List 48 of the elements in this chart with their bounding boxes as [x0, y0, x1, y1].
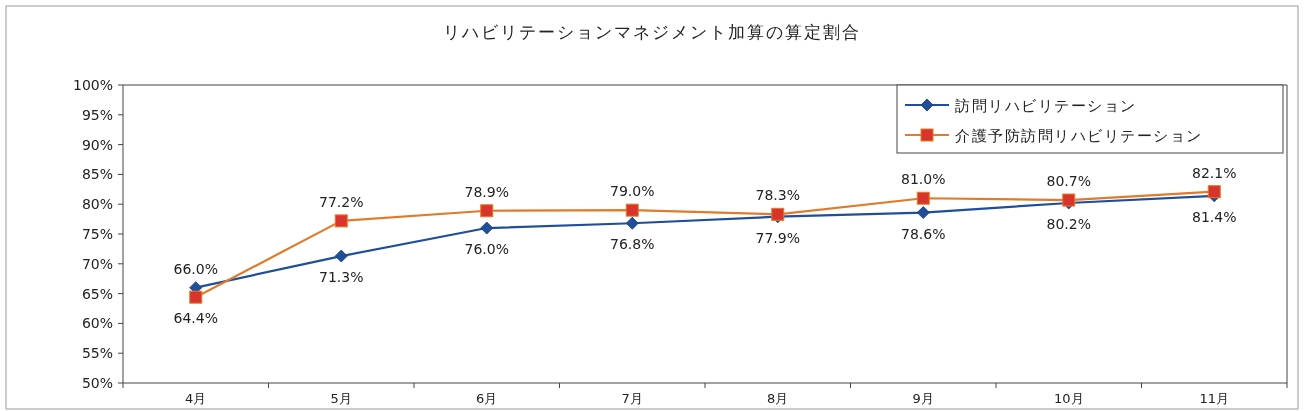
- chart-title: リハビリテーションマネジメント加算の算定割合: [443, 22, 861, 42]
- legend-label: 介護予防訪問リハビリテーション: [955, 127, 1203, 145]
- data-label: 66.0%: [173, 260, 218, 277]
- point: [625, 216, 639, 230]
- point: [480, 204, 494, 218]
- point: [334, 214, 348, 228]
- y-tick-label: 95%: [81, 106, 113, 123]
- x-tick-label: 5月: [330, 391, 352, 406]
- point: [334, 249, 348, 263]
- point: [1207, 185, 1221, 199]
- data-label: 80.2%: [1046, 216, 1091, 233]
- legend-label: 訪問リハビリテーション: [955, 97, 1137, 115]
- data-label: 78.3%: [755, 187, 800, 204]
- data-label: 71.3%: [319, 269, 364, 286]
- y-tick-label: 75%: [81, 226, 113, 242]
- data-label: 76.8%: [610, 236, 655, 253]
- x-tick-label: 9月: [912, 391, 934, 406]
- data-label: 81.0%: [901, 171, 946, 188]
- y-tick-label: 85%: [81, 166, 113, 183]
- x-tick-label: 6月: [476, 391, 498, 406]
- data-label: 77.2%: [319, 193, 364, 210]
- y-tick-label: 100%: [72, 77, 113, 93]
- x-tick-label: 8月: [767, 391, 789, 406]
- x-tick-label: 11月: [1199, 391, 1230, 406]
- x-tick-label: 10月: [1053, 391, 1084, 406]
- y-tick-label: 60%: [81, 315, 113, 332]
- data-label: 76.0%: [464, 241, 509, 258]
- data-label: 79.0%: [610, 183, 655, 200]
- point: [916, 191, 930, 205]
- y-tick-label: 50%: [81, 375, 113, 391]
- y-tick-label: 70%: [81, 255, 113, 272]
- point: [189, 290, 203, 304]
- data-label: 81.4%: [1192, 208, 1237, 225]
- data-label: 78.9%: [464, 183, 509, 200]
- data-label: 77.9%: [755, 229, 800, 246]
- data-label: 80.7%: [1046, 173, 1091, 190]
- point: [916, 206, 930, 219]
- data-label: 78.6%: [901, 225, 946, 242]
- point: [480, 221, 494, 235]
- data-label: 82.1%: [1192, 164, 1237, 181]
- data-label: 64.4%: [173, 310, 218, 327]
- y-tick-label: 80%: [81, 196, 113, 213]
- y-tick-label: 90%: [81, 136, 113, 153]
- y-tick-label: 55%: [81, 345, 113, 362]
- y-tick-label: 65%: [81, 285, 113, 302]
- point: [625, 203, 639, 217]
- x-tick-label: 7月: [621, 391, 643, 406]
- x-tick-label: 4月: [185, 391, 207, 406]
